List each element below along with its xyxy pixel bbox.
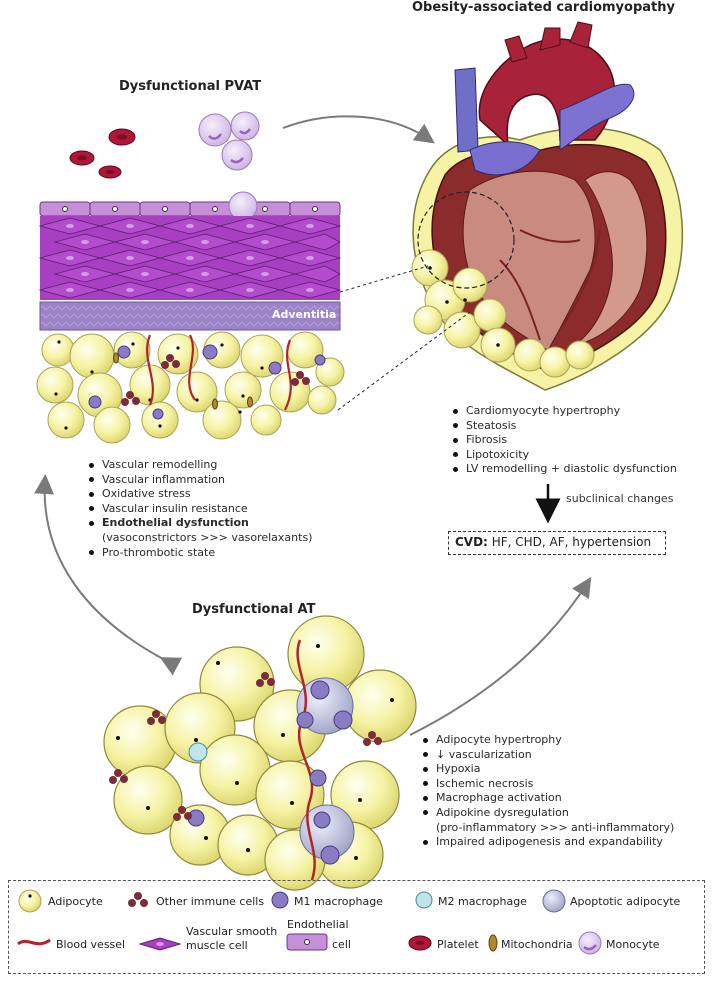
legend-immune: Other immune cells [156,895,265,908]
list-item: Hypoxia [422,762,674,777]
heart-effects-list: Cardiomyocyte hypertrophy Steatosis Fibr… [452,404,677,477]
legend-mito: Mitochondria [501,938,573,951]
subclinical-label: subclinical changes [566,492,674,505]
at-m2-macrophage [188,742,208,762]
pvat-mitochondria [113,352,253,410]
legend-endo-line1: Endothelial [287,918,349,931]
legend-m1: M1 macrophage [294,895,383,908]
at-immune-cells [109,672,382,821]
legend-adipocyte: Adipocyte [48,895,103,908]
legend-m2: M2 macrophage [438,895,527,908]
cvd-box: CVD: HF, CHD, AF, hypertension [448,531,666,555]
epicardial-fat [411,191,595,378]
list-item: Pro-thrombotic state [88,546,312,561]
list-item: Adipokine dysregulation [422,806,674,821]
legend-vessel: Blood vessel [56,938,126,951]
list-item: Fibrosis [452,433,677,448]
list-item: ↓ vascularization [422,748,674,763]
legend-vsmc-line1: Vascular smooth [186,925,278,938]
legend [8,880,705,974]
at-title: Dysfunctional AT [192,602,316,617]
adventitia-label: Adventitia [272,308,337,321]
list-item: LV remodelling + diastolic dysfunction [452,462,677,477]
legend-apoptotic: Apoptotic adipocyte [570,895,681,908]
list-item: Oxidative stress [88,487,312,502]
legend-platelet: Platelet [437,938,479,951]
at-adipocytes [103,615,417,891]
list-item: Lipotoxicity [452,448,677,463]
pvat-effects-list: Vascular remodelling Vascular inflammati… [88,458,312,560]
legend-endo-line2: cell [332,938,351,951]
pvat-vessels [146,334,292,411]
list-item: Impaired adipogenesis and expandability [422,835,674,850]
endothelium [39,191,341,221]
list-item: Adipocyte hypertrophy [422,733,674,748]
list-item: Steatosis [452,419,677,434]
list-item: Vascular insulin resistance [88,502,312,517]
at-blood-vessel [296,639,316,881]
list-item: Vascular inflammation [88,473,312,488]
smooth-muscle-layer [38,216,342,300]
list-item: Ischemic necrosis [422,777,674,792]
cvd-label: CVD: [455,535,488,549]
legend-icons [17,889,602,955]
pvat-title: Dysfunctional PVAT [119,79,262,94]
pvat-macrophages [88,344,326,420]
legend-vsmc-line2: muscle cell [186,939,248,952]
at-to-cvd-arrow [409,576,592,736]
pvat-immune-cells [121,354,310,406]
at-effects-list: Adipocyte hypertrophy ↓ vascularization … [422,733,674,850]
blood-cells [69,111,260,179]
legend-monocyte: Monocyte [606,938,660,951]
list-item-continuation: (pro-inflammatory >>> anti-inflammatory) [436,820,675,834]
at-macrophages [187,680,353,865]
list-item-continuation: (vasoconstrictors >>> vasorelaxants) [102,530,313,544]
list-item: Vascular remodelling [88,458,312,473]
cvd-text: HF, CHD, AF, hypertension [491,535,652,549]
pvat-to-heart-arrow [282,115,435,144]
zoom-line-bottom [337,311,471,411]
heart-title: Obesity-associated cardiomyopathy [412,0,675,15]
list-item: Macrophage activation [422,791,674,806]
list-item: Cardiomyocyte hypertrophy [452,404,677,419]
adventitia-layer [39,301,341,331]
list-item: Endothelial dysfunction [88,516,312,531]
at-pvat-arrow [34,474,183,676]
